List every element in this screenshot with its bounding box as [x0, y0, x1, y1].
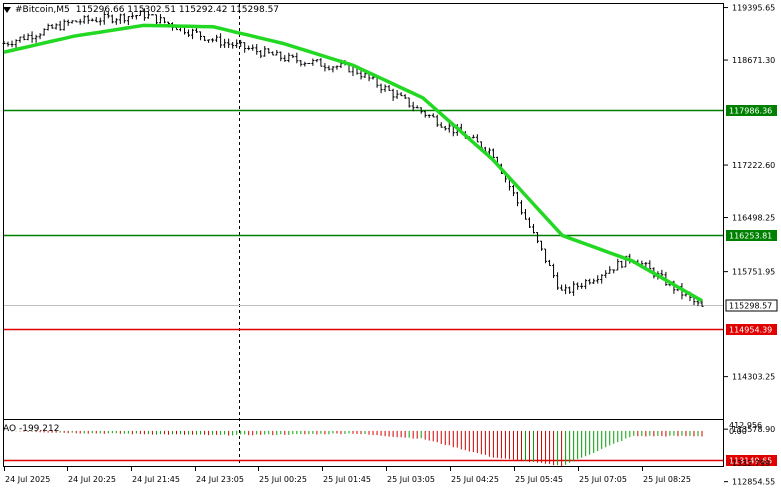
indicator-value: -199.212	[18, 424, 60, 434]
time-tick-label: 25 Jul 04:25	[451, 475, 499, 484]
current-price-tag: 115298.57	[725, 299, 778, 312]
price-tick-label: 119395.65	[732, 4, 775, 13]
triangle-down-icon[interactable]	[3, 7, 11, 13]
level-labels: 117986.36 116253.81 114954.39 113149.65	[726, 105, 777, 466]
time-tick-label: 25 Jul 01:45	[323, 475, 371, 484]
ao-axis-label: 412.956	[729, 421, 762, 430]
moving-average-line	[3, 23, 703, 303]
level-label-box	[726, 455, 777, 466]
level-label-box	[726, 105, 777, 116]
time-tick-label: 25 Jul 00:25	[259, 475, 307, 484]
price-tick-label: 118671.30	[732, 56, 775, 65]
time-tick-label: 25 Jul 05:45	[515, 475, 563, 484]
price-bars	[2, 8, 704, 307]
price-tick-label: 117222.60	[732, 161, 775, 170]
price-tick-label: 116498.25	[732, 214, 775, 223]
price-axis: 121590.65120866.30120141.95119395.651186…	[724, 4, 775, 487]
level-label: 117986.36	[729, 107, 772, 116]
time-tick-label: 24 Jul 21:45	[132, 475, 180, 484]
ohlc-values: 115296.66 115302.51 115292.42 115298.57	[75, 5, 280, 15]
level-label-box	[726, 230, 777, 241]
time-tick-label: 24 Jul 23:05	[196, 475, 244, 484]
level-label-box	[726, 324, 777, 335]
level-label: 116253.81	[729, 232, 772, 241]
level-label: 114954.39	[729, 326, 772, 335]
ao-axis-label: 0.00	[729, 427, 747, 436]
price-tick-label: 115751.95	[732, 268, 775, 277]
chart-header: #Bitcoin,M5 115296.66 115302.51 115292.4…	[3, 3, 279, 17]
indicator-header: AO -199.212	[3, 424, 59, 434]
symbol-label: #Bitcoin,M5	[15, 5, 70, 15]
current-price-label: 115298.57	[729, 302, 772, 311]
price-tick-label: 113578.90	[732, 425, 775, 434]
time-axis: 24 Jul 2025 24 Jul 20:25 24 Jul 21:45 24 Ju…	[4, 466, 691, 484]
levels	[4, 109, 723, 462]
ao-axis-label: -1332.799	[729, 459, 770, 468]
ao-histogram	[3, 430, 703, 467]
price-tick-label: 114303.25	[732, 373, 775, 382]
time-tick-label: 25 Jul 03:05	[387, 475, 435, 484]
time-tick-label: 24 Jul 20:25	[68, 475, 116, 484]
time-tick-label: 25 Jul 08:25	[643, 475, 691, 484]
time-tick-label: 25 Jul 07:05	[579, 475, 627, 484]
level-label: 113149.65	[729, 457, 772, 466]
indicator-name: AO	[3, 424, 17, 434]
time-tick-label: 24 Jul 2025	[5, 475, 50, 484]
price-tick-label: 112854.55	[732, 478, 775, 487]
